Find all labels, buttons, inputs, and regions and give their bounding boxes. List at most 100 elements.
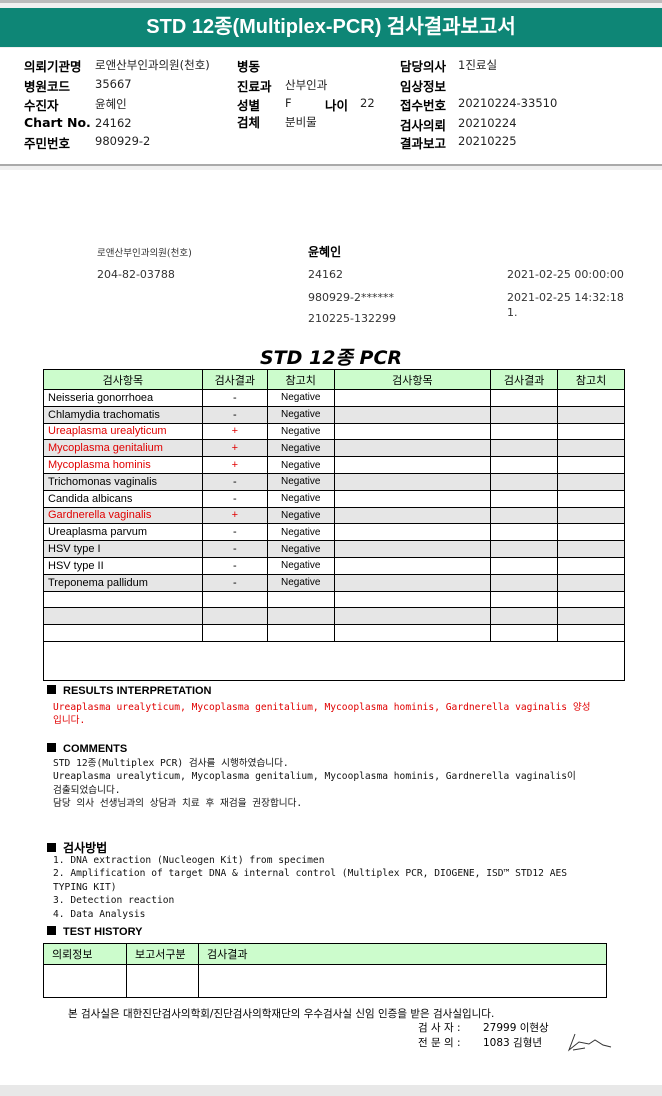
empty-cell	[557, 607, 625, 626]
table-row: Trichomonas vaginalis - Negative	[43, 472, 625, 491]
history-cell	[126, 964, 199, 998]
empty-cell	[43, 624, 203, 642]
empty-cell	[557, 489, 625, 508]
table-row: Mycoplasma genitalium + Negative	[43, 439, 625, 458]
empty-cell	[333, 556, 492, 575]
table-row: Candida albicans - Negative	[43, 489, 625, 508]
reference-value: Negative	[266, 506, 335, 525]
doc-date1: 2021-02-25 00:00:00	[507, 268, 624, 281]
test-result: +	[201, 422, 268, 441]
col-header: 참고치	[266, 369, 335, 390]
empty-cell	[333, 472, 492, 491]
clinical-label: 임상정보	[400, 79, 447, 94]
empty-cell	[490, 389, 559, 407]
specimen-label: 검체	[237, 115, 261, 130]
empty-cell	[490, 456, 559, 474]
table-row: Mycoplasma hominis + Negative	[43, 456, 625, 474]
separator	[0, 164, 662, 166]
empty-cell	[333, 389, 492, 407]
empty-cell	[333, 523, 492, 542]
test-result: -	[201, 540, 268, 558]
empty-cell	[557, 422, 625, 441]
top-border	[0, 0, 662, 3]
results-text: Ureaplasma urealyticum, Mycoplasma genit…	[53, 702, 591, 727]
doc-clinic: 로앤산부인과의원(천호)	[97, 248, 192, 259]
bottom-border	[0, 1085, 662, 1096]
test-result: -	[201, 523, 268, 542]
test-name: Treponema pallidum	[43, 573, 203, 592]
table-row: HSV type I - Negative	[43, 540, 625, 558]
empty-cell	[557, 456, 625, 474]
empty-cell	[333, 624, 492, 642]
test-result: -	[201, 472, 268, 491]
reference-value: Negative	[266, 540, 335, 558]
empty-cell	[333, 590, 492, 609]
test-result: -	[201, 556, 268, 575]
empty-cell	[490, 624, 559, 642]
empty-cell	[490, 523, 559, 542]
empty-cell	[333, 456, 492, 474]
empty-cell	[43, 590, 203, 609]
institution-label: 의뢰기관명	[24, 59, 82, 74]
test-result: +	[201, 506, 268, 525]
specialist-label: 전 문 의 :	[418, 1037, 461, 1049]
reference-value: Negative	[266, 573, 335, 592]
age-value: 22	[360, 96, 375, 110]
empty-cell	[490, 556, 559, 575]
chart-value: 24162	[95, 116, 132, 130]
test-result: +	[201, 456, 268, 474]
empty-cell	[490, 540, 559, 558]
report-title: STD 12종(Multiplex-PCR) 검사결과보고서	[0, 8, 662, 47]
empty-cell	[490, 422, 559, 441]
test-result: -	[201, 389, 268, 407]
empty-cell	[557, 472, 625, 491]
test-name: Neisseria gonorrhoea	[43, 389, 203, 407]
patient-label: 수진자	[24, 98, 59, 113]
empty-cell	[43, 607, 203, 626]
reference-value: Negative	[266, 439, 335, 458]
empty-cell	[557, 590, 625, 609]
col-header: 참고치	[557, 369, 625, 390]
patient-info-panel: 의뢰기관명 로앤산부인과의원(천호) 병동 담당의사 1진료실 병원코드 356…	[0, 48, 662, 164]
table-row: Ureaplasma parvum - Negative	[43, 523, 625, 542]
empty-cell	[557, 439, 625, 458]
empty-cell	[333, 422, 492, 441]
receipt-label: 접수번호	[400, 98, 447, 113]
id-value: 980929-2	[95, 134, 151, 148]
reference-value: Negative	[266, 422, 335, 441]
reference-value: Negative	[266, 523, 335, 542]
empty-cell	[333, 506, 492, 525]
doc-date2: 2021-02-25 14:32:18	[507, 291, 624, 304]
empty-cell	[490, 590, 559, 609]
test-name: Mycoplasma hominis	[43, 456, 203, 474]
reference-value: Negative	[266, 556, 335, 575]
col-header: 검사결과	[201, 369, 268, 390]
empty-cell	[333, 540, 492, 558]
test-name: HSV type I	[43, 540, 203, 558]
empty-cell	[266, 624, 335, 642]
ward-label: 병동	[237, 59, 261, 74]
history-table: 의뢰정보 보고서구분 검사결과	[43, 943, 607, 998]
test-name: Gardnerella vaginalis	[43, 506, 203, 525]
empty-cell	[557, 405, 625, 424]
empty-cell	[490, 439, 559, 458]
sex-label: 성별	[237, 98, 261, 113]
reference-value: Negative	[266, 489, 335, 508]
dept-label: 진료과	[237, 79, 272, 94]
doctor-value: 1진료실	[458, 58, 498, 72]
test-name: Candida albicans	[43, 489, 203, 508]
reference-value: Negative	[266, 472, 335, 491]
history-header: 의뢰정보	[43, 943, 127, 965]
empty-cell	[266, 590, 335, 609]
results-table: 검사항목 검사결과 참고치 검사항목 검사결과 참고치 Neisseria go…	[43, 369, 625, 681]
specimen-value: 분비물	[285, 115, 317, 129]
empty-cell	[490, 405, 559, 424]
sex-value: F	[285, 96, 292, 110]
table-row: Ureaplasma urealyticum + Negative	[43, 422, 625, 441]
history-header: 검사결과	[198, 943, 607, 965]
tester-value: 27999 이현상	[483, 1022, 549, 1034]
empty-cell	[490, 472, 559, 491]
doc-clinic-no: 204-82-03788	[97, 268, 175, 281]
empty-cell	[557, 624, 625, 642]
empty-cell	[557, 389, 625, 407]
